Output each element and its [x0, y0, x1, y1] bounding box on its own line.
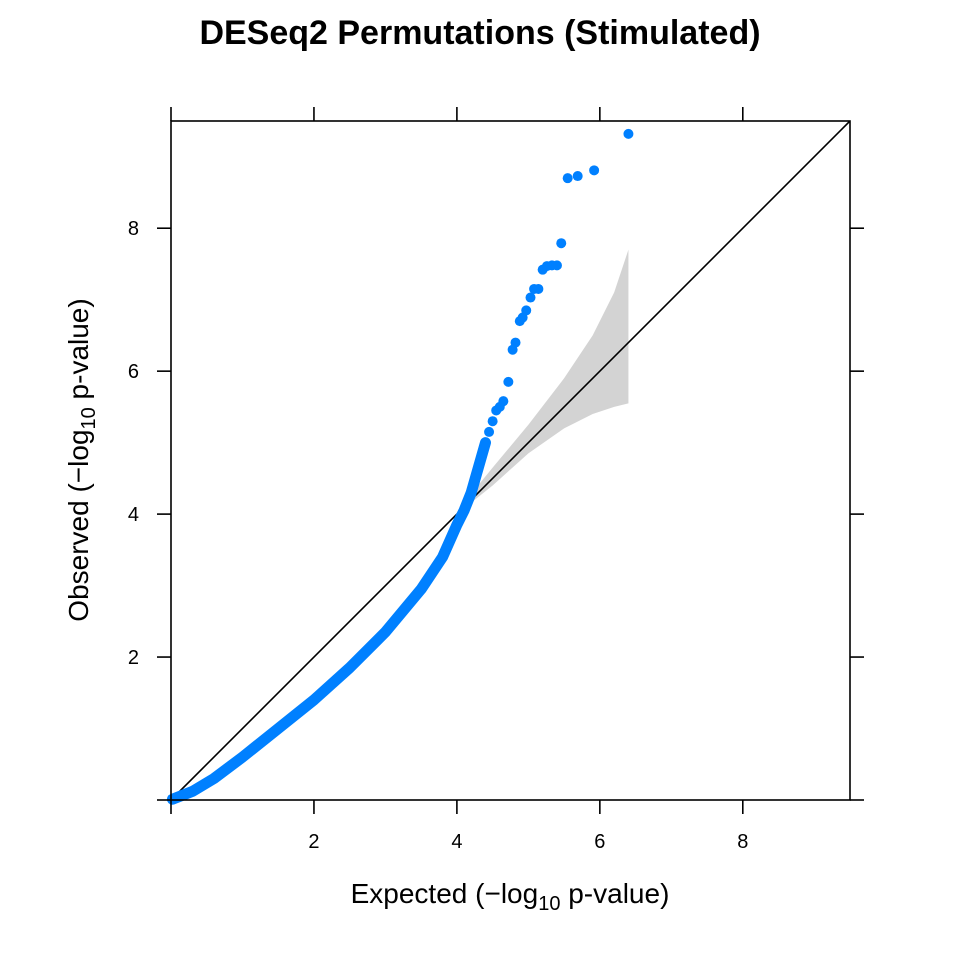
- data-point: [510, 337, 521, 348]
- y-axis-label: Observed (−log10 p-value): [63, 298, 100, 621]
- reference-line: [170, 120, 851, 801]
- plot-area: [166, 120, 851, 805]
- data-point: [533, 283, 544, 294]
- x-tick-label: 6: [594, 831, 605, 853]
- data-point: [525, 292, 536, 303]
- x-tick-label: 2: [308, 831, 319, 853]
- data-point: [487, 416, 498, 427]
- y-tick-label: 4: [128, 504, 139, 526]
- y-tick-label: 8: [128, 218, 139, 240]
- data-point: [498, 396, 509, 407]
- x-tick-label: 8: [737, 831, 748, 853]
- y-tick-label: 2: [128, 647, 139, 669]
- x-axis-label: Expected (−log10 p-value): [351, 878, 670, 915]
- axes: 2 4 6 8 2 4 6 8: [128, 107, 864, 853]
- data-point: [556, 238, 567, 249]
- data-point: [551, 260, 562, 271]
- data-point: [589, 165, 600, 176]
- data-point: [562, 173, 573, 184]
- x-tick-label: 4: [451, 831, 462, 853]
- data-point: [484, 426, 495, 437]
- data-point: [521, 305, 532, 316]
- dense-points: [166, 437, 491, 805]
- data-point: [623, 128, 634, 139]
- data-point: [503, 376, 514, 387]
- chart-title: DESeq2 Permutations (Stimulated): [199, 14, 760, 52]
- plot-frame: [170, 120, 851, 801]
- data-point: [572, 171, 583, 182]
- confidence-band: [464, 249, 629, 509]
- y-tick-label: 6: [128, 361, 139, 383]
